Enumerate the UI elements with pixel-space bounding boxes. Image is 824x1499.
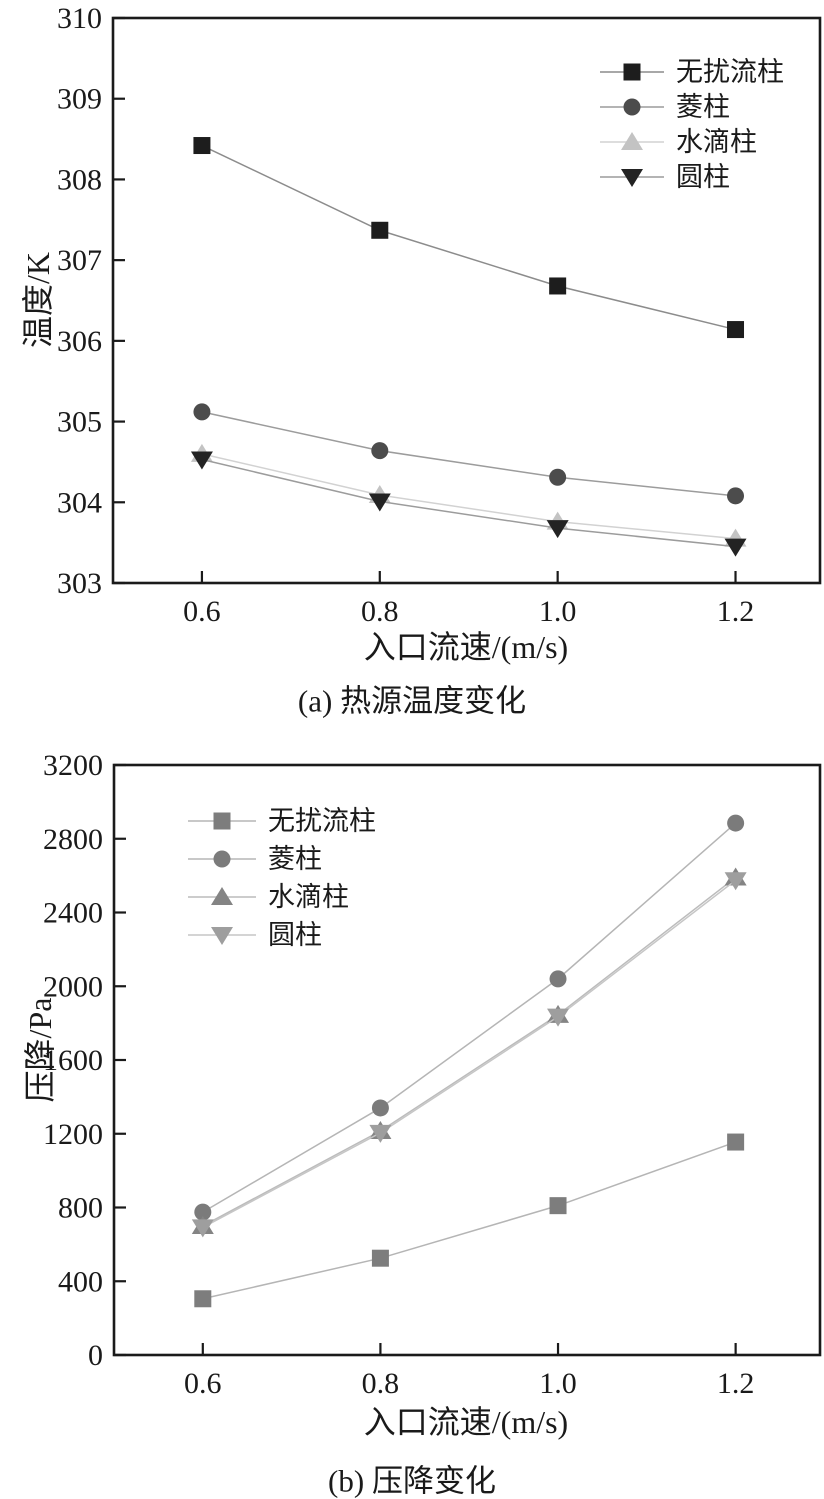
x-tick-label-b: 1.2 [717, 1367, 755, 1400]
legend-label-droplet-pillar-a: 水滴柱 [676, 127, 757, 157]
marker-cylinder-b [724, 872, 747, 891]
marker-cylinder-a [724, 538, 747, 557]
legend-label-diamond-pillar-b: 菱柱 [268, 844, 322, 874]
y-tick-label-a: 310 [57, 2, 102, 35]
x-tick-label-a: 1.0 [539, 595, 577, 628]
marker-cylinder-a [546, 520, 569, 539]
marker-cylinder-b [547, 1008, 570, 1027]
x-tick-label-a: 0.6 [183, 595, 221, 628]
marker-cylinder-a [368, 493, 391, 512]
marker-diamond-pillar-a [371, 442, 389, 460]
marker-cylinder-a [190, 451, 213, 470]
caption-panel-a: (a) 热源温度变化 [297, 683, 527, 719]
caption-panel-b: (b) 压降变化 [328, 1463, 496, 1499]
marker-cylinder-b [191, 1219, 214, 1238]
series-line-droplet-pillar-a [201, 453, 736, 540]
y-tick-label-a: 303 [57, 567, 102, 600]
marker-undisturbed-b [549, 1197, 567, 1215]
y-tick-label-a: 305 [57, 406, 102, 439]
legend-label-undisturbed-a: 无扰流柱 [676, 57, 784, 87]
y-tick-label-b: 800 [58, 1192, 103, 1225]
y-tick-label-b: 2800 [43, 823, 103, 856]
legend-label-cylinder-b: 圆柱 [268, 920, 322, 950]
legend-label-undisturbed-b: 无扰流柱 [268, 806, 376, 836]
x-axis-label-velocity-a: 入口流速/(m/s) [363, 629, 569, 665]
marker-undisturbed-a [193, 137, 211, 155]
x-tick-label-a: 0.8 [361, 595, 399, 628]
marker-diamond-pillar-b [194, 1203, 212, 1221]
y-tick-label-b: 1200 [43, 1118, 103, 1151]
series-line-cylinder-b [202, 879, 737, 1229]
marker-diamond-pillar-a [727, 487, 745, 505]
marker-cylinder-b [369, 1124, 392, 1143]
series-line-cylinder-a [201, 458, 736, 548]
series-line-droplet-pillar-b [202, 876, 737, 1227]
x-tick-label-b: 0.8 [362, 1367, 400, 1400]
plot-frame-a [111, 16, 822, 585]
marker-undisturbed-b [727, 1133, 745, 1151]
marker-undisturbed-a [371, 221, 389, 239]
legend-label-diamond-pillar-a: 菱柱 [676, 92, 730, 122]
x-tick-label-b: 0.6 [184, 1367, 222, 1400]
marker-diamond-pillar-a [193, 403, 211, 421]
y-tick-label-a: 307 [57, 244, 102, 277]
legend-marker-droplet-pillar-a [621, 132, 643, 150]
y-axis-label-pressure-drop: 压降/Pa [22, 997, 58, 1103]
marker-diamond-pillar-b [371, 1099, 389, 1117]
marker-undisturbed-a [549, 277, 567, 295]
y-tick-label-b: 3200 [43, 749, 103, 782]
marker-undisturbed-a [727, 321, 745, 339]
x-axis-label-velocity-b: 入口流速/(m/s) [363, 1404, 569, 1440]
y-tick-label-b: 0 [88, 1339, 103, 1372]
marker-undisturbed-b [194, 1290, 212, 1308]
marker-diamond-pillar-b [549, 970, 567, 988]
y-tick-label-a: 306 [57, 325, 102, 358]
legend-label-cylinder-a: 圆柱 [676, 162, 730, 192]
marker-diamond-pillar-a [549, 468, 567, 486]
series-line-diamond-pillar-a [201, 411, 736, 497]
y-tick-label-a: 308 [57, 163, 102, 196]
y-tick-label-b: 400 [58, 1265, 103, 1298]
marker-undisturbed-b [371, 1249, 389, 1267]
y-tick-label-b: 2000 [43, 970, 103, 1003]
legend-marker-cylinder-b [211, 927, 233, 945]
legend-marker-diamond-pillar-a [623, 98, 641, 116]
marker-diamond-pillar-b [727, 814, 745, 832]
legend-marker-diamond-pillar-b [213, 850, 231, 868]
y-tick-label-a: 304 [57, 486, 102, 519]
y-axis-label-temperature: 温度/K [20, 251, 56, 349]
legend-label-droplet-pillar-b: 水滴柱 [268, 882, 349, 912]
legend-marker-cylinder-a [621, 169, 643, 187]
series-line-diamond-pillar-b [202, 822, 737, 1213]
y-tick-label-a: 309 [57, 83, 102, 116]
legend-marker-droplet-pillar-b [211, 887, 233, 905]
series-line-undisturbed-b [202, 1141, 736, 1300]
x-tick-label-a: 1.2 [717, 595, 755, 628]
series-line-undisturbed-a [201, 144, 736, 331]
legend-marker-undisturbed-a [623, 63, 641, 81]
y-tick-label-b: 1600 [43, 1044, 103, 1077]
y-tick-label-b: 2400 [43, 897, 103, 930]
legend-marker-undisturbed-b [213, 812, 231, 830]
x-tick-label-b: 1.0 [539, 1367, 577, 1400]
